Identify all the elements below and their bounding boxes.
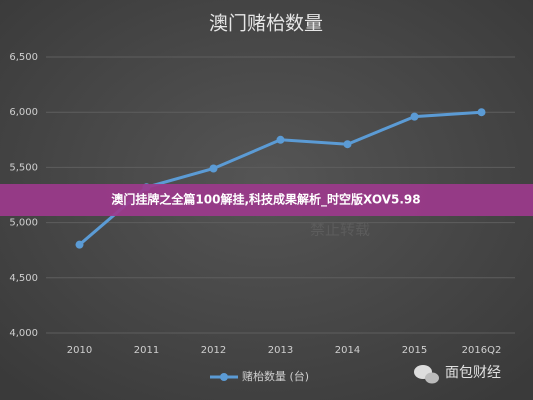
- watermark: 禁止转载: [310, 221, 370, 239]
- point: [477, 108, 486, 117]
- brand-icon: [414, 365, 439, 384]
- y-tick-label: 4,500: [9, 273, 38, 284]
- x-tick-label: 2011: [134, 345, 159, 356]
- y-tick-label: 6,000: [9, 107, 38, 118]
- chart-title: 澳门赌枱数量: [209, 13, 323, 35]
- x-tick-label: 2014: [335, 345, 360, 356]
- point: [410, 112, 419, 121]
- legend-label: 赌枱数量 (台): [242, 369, 309, 383]
- point: [75, 240, 84, 249]
- x-tick-label: 2010: [67, 345, 92, 356]
- y-tick-label: 5,000: [9, 218, 38, 229]
- y-tick-label: 5,500: [9, 162, 38, 173]
- brand: 面包财经: [445, 365, 501, 381]
- y-tick-label: 6,500: [9, 52, 38, 63]
- point: [343, 140, 352, 149]
- y-tick-label: 4,000: [9, 328, 38, 339]
- banner: [0, 184, 533, 216]
- legend-marker: [220, 373, 228, 381]
- x-tick-label: 2015: [402, 345, 427, 356]
- point: [276, 135, 285, 144]
- x-tick-label: 2013: [268, 345, 293, 356]
- point: [209, 164, 218, 173]
- x-tick-label: 2012: [201, 345, 226, 356]
- banner-text: 澳门挂牌之全篇100解挂,科技成果解析_时空版XOV5.98: [111, 192, 420, 208]
- x-tick-label: 2016Q2: [462, 345, 502, 356]
